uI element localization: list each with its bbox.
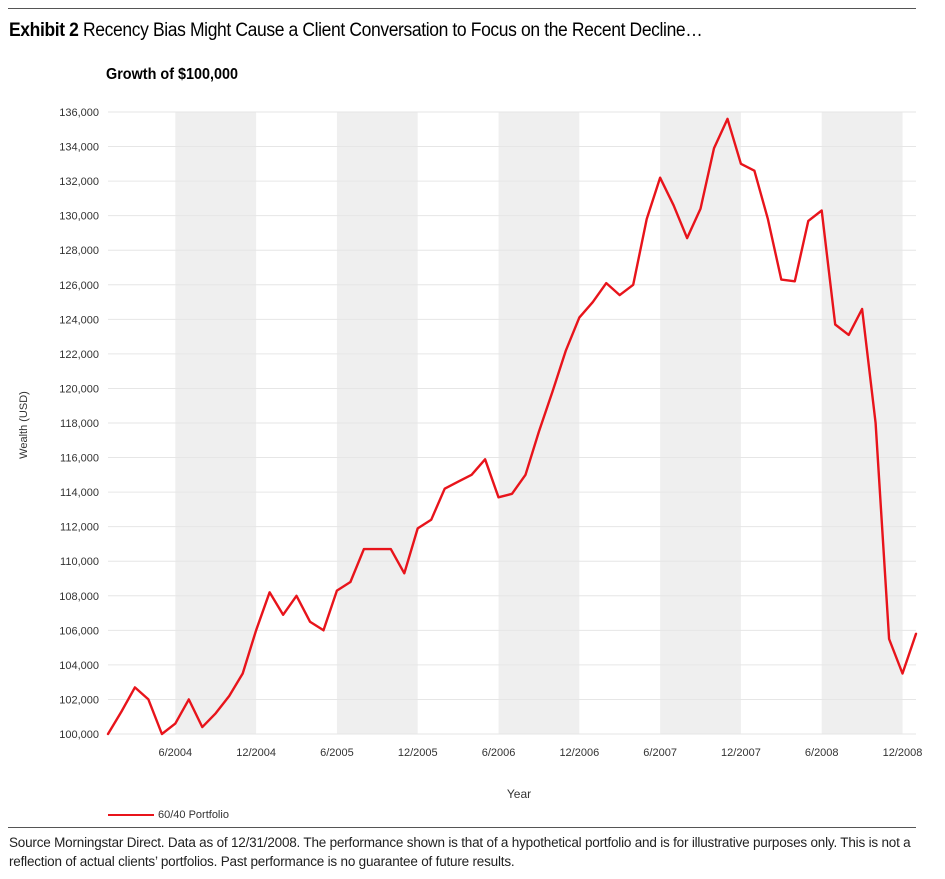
x-tick-label: 6/2007 bbox=[643, 747, 677, 759]
growth-chart: 100,000 102,000 104,000 106,000 108,000 110,0… bbox=[59, 107, 923, 759]
legend-label: 60/40 Portfolio bbox=[158, 809, 229, 821]
y-tick-label: 120,000 bbox=[59, 383, 99, 395]
y-tick-label: 106,000 bbox=[59, 625, 99, 637]
x-axis-ticks: 6/2004 12/2004 6/2005 12/2005 6/2006 12/2006 6… bbox=[159, 747, 923, 759]
y-tick-label: 118,000 bbox=[60, 418, 99, 430]
series-line bbox=[106, 117, 918, 736]
y-tick-label: 104,000 bbox=[59, 660, 99, 672]
exhibit-title: Exhibit 2 Recency Bias Might Cause a Cli… bbox=[9, 20, 703, 42]
y-tick-label: 102,000 bbox=[59, 694, 99, 706]
x-tick-label: 12/2008 bbox=[883, 747, 923, 759]
y-tick-label: 126,000 bbox=[59, 280, 99, 292]
series-layer bbox=[106, 117, 918, 736]
x-axis-label: Year bbox=[506, 787, 532, 801]
source-note: Source Morningstar Direct. Data as of 12… bbox=[9, 835, 911, 869]
y-tick-label: 114,000 bbox=[60, 487, 99, 499]
gridlines bbox=[108, 111, 916, 735]
y-tick-label: 134,000 bbox=[59, 142, 99, 154]
x-tick-label: 6/2005 bbox=[320, 747, 354, 759]
bottom-rule bbox=[8, 827, 916, 828]
top-rule bbox=[8, 8, 916, 9]
y-tick-label: 136,000 bbox=[59, 107, 99, 119]
y-tick-label: 122,000 bbox=[59, 349, 99, 361]
legend-swatch bbox=[108, 814, 154, 816]
y-tick-label: 116,000 bbox=[60, 453, 99, 465]
y-axis-ticks: 100,000 102,000 104,000 106,000 108,000 110,0… bbox=[59, 107, 99, 741]
legend: 60/40 Portfolio bbox=[108, 809, 229, 821]
y-tick-label: 124,000 bbox=[59, 314, 99, 326]
chart-title: Growth of $100,000 bbox=[106, 66, 239, 83]
x-tick-label: 6/2008 bbox=[805, 747, 839, 759]
y-tick-label: 130,000 bbox=[59, 211, 99, 223]
y-tick-label: 132,000 bbox=[59, 176, 99, 188]
x-tick-label: 12/2004 bbox=[236, 747, 276, 759]
y-tick-label: 128,000 bbox=[59, 245, 99, 257]
exhibit-label: Exhibit 2 bbox=[9, 20, 79, 41]
x-tick-label: 6/2004 bbox=[159, 747, 193, 759]
exhibit-title-text: Recency Bias Might Cause a Client Conver… bbox=[83, 20, 703, 41]
x-tick-label: 12/2007 bbox=[721, 747, 761, 759]
y-tick-label: 112,000 bbox=[60, 522, 99, 534]
x-tick-label: 12/2005 bbox=[398, 747, 438, 759]
x-tick-label: 6/2006 bbox=[482, 747, 516, 759]
x-tick-label: 12/2006 bbox=[559, 747, 599, 759]
y-tick-label: 108,000 bbox=[59, 591, 99, 603]
y-tick-label: 110,000 bbox=[60, 556, 99, 568]
y-tick-label: 100,000 bbox=[59, 729, 99, 741]
